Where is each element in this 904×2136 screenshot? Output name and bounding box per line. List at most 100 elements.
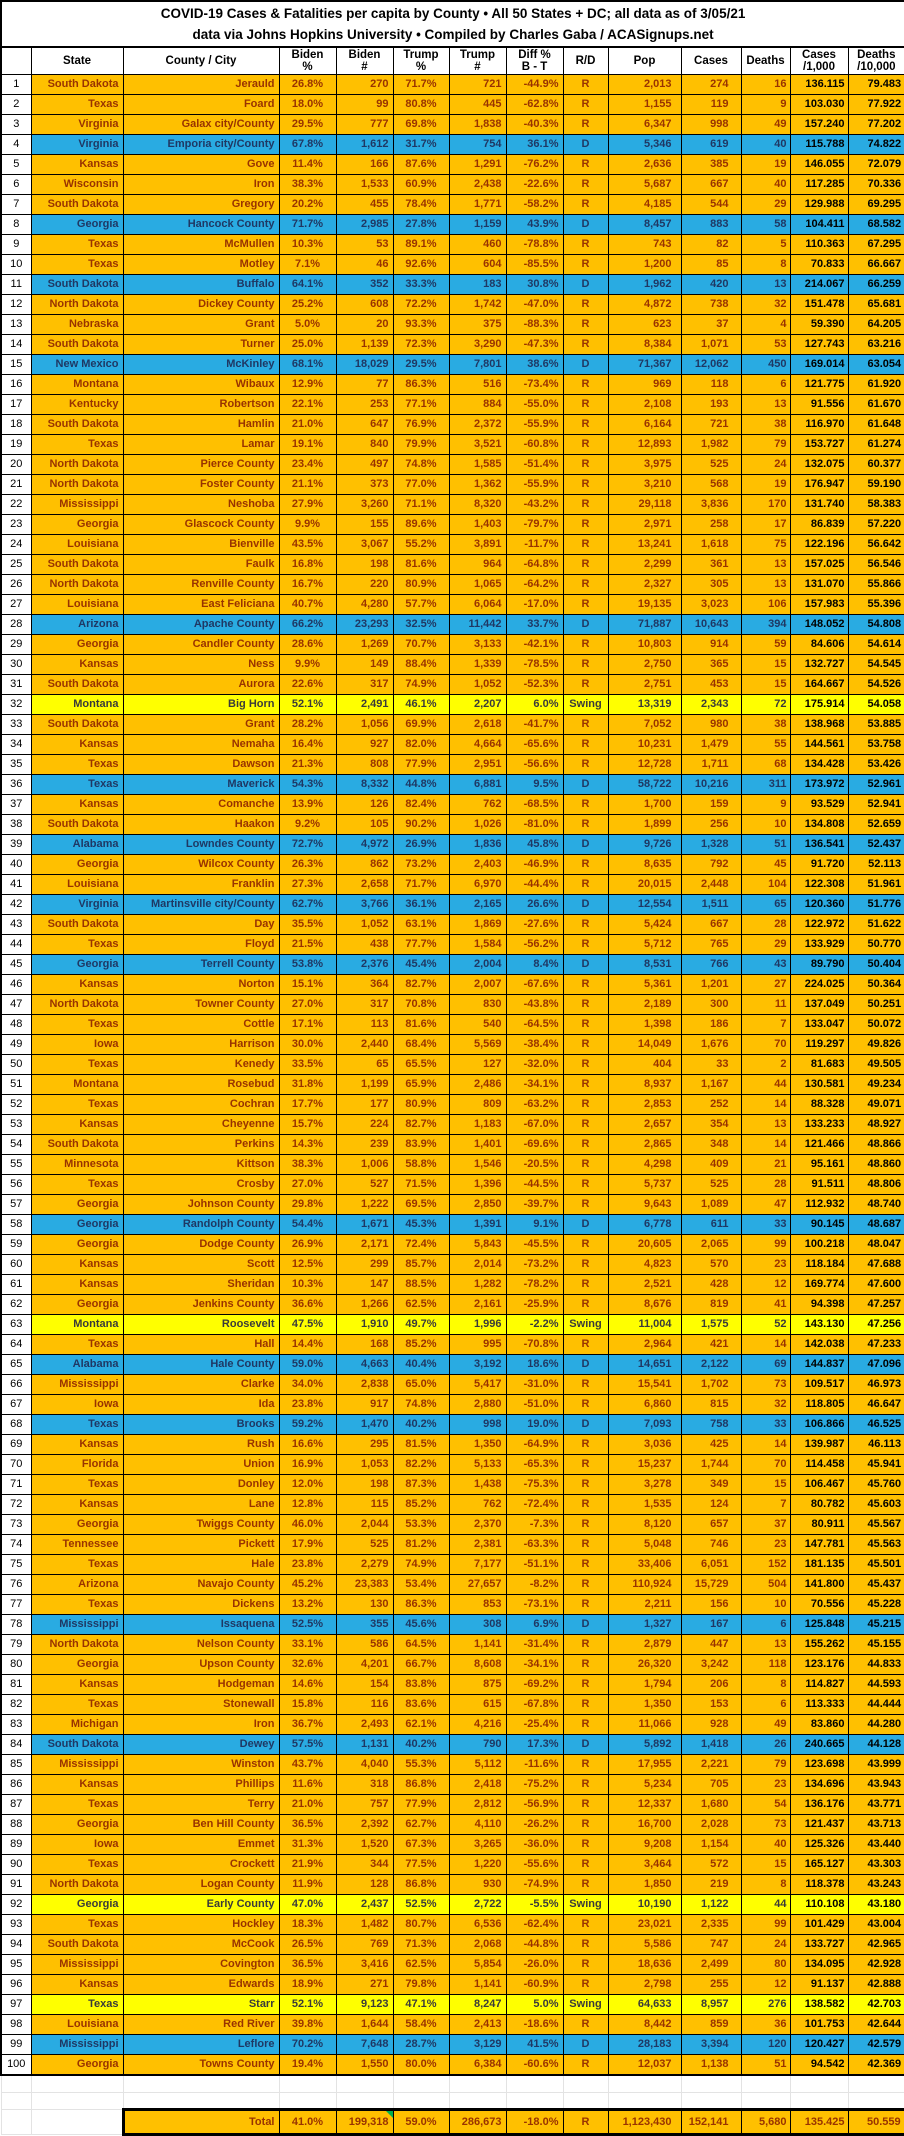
state: Texas	[30, 1094, 124, 1115]
biden-pct: 34.0%	[278, 1374, 337, 1395]
party: R	[562, 174, 609, 195]
rank: 10	[0, 254, 32, 275]
table-row: 100 Georgia Towns County 19.4% 1,550 80.0% 6,3…	[0, 2054, 904, 2076]
population: 8,120	[607, 1514, 682, 1535]
diff-pct: -64.5%	[505, 1014, 564, 1035]
party: R	[562, 454, 609, 475]
diff-pct: -64.8%	[505, 554, 564, 575]
party: R	[562, 974, 609, 995]
cases-per-1000: 112.932	[789, 1194, 849, 1215]
trump-count: 2,004	[448, 954, 507, 975]
biden-count: 198	[335, 554, 394, 575]
trump-pct: 74.8%	[392, 1394, 450, 1415]
cases-per-1000: 142.038	[789, 1334, 849, 1355]
diff-pct: 38.6%	[505, 354, 564, 375]
party: D	[562, 614, 609, 635]
trump-pct: 82.2%	[392, 1454, 450, 1475]
county-city: Hancock County	[122, 214, 280, 235]
biden-pct: 17.7%	[278, 1094, 337, 1115]
rank: 78	[0, 1614, 32, 1635]
population: 2,636	[607, 154, 682, 175]
state: Minnesota	[30, 1154, 124, 1175]
biden-pct: 12.8%	[278, 1494, 337, 1515]
table-row: 30 Kansas Ness 9.9% 149 88.4% 1,339 -78.5% R 2,75…	[0, 654, 904, 675]
deaths: 8	[740, 1874, 791, 1895]
diff-pct: -56.9%	[505, 1794, 564, 1815]
table-row: 14 South Dakota Turner 25.0% 1,139 72.3% 3,290…	[0, 334, 904, 355]
state: Texas	[30, 774, 124, 795]
cases: 85	[680, 254, 742, 275]
diff-pct: -72.4%	[505, 1494, 564, 1515]
deaths: 118	[740, 1654, 791, 1675]
population: 10,803	[607, 634, 682, 655]
deaths: 79	[740, 434, 791, 455]
trump-pct: 81.2%	[392, 1534, 450, 1555]
biden-pct: 16.4%	[278, 734, 337, 755]
party: R	[562, 714, 609, 735]
biden-pct: 26.3%	[278, 854, 337, 875]
trump-pct: 55.2%	[392, 534, 450, 555]
table-row: 76 Arizona Navajo County 45.2% 23,383 53.4% 27…	[0, 1574, 904, 1595]
deaths: 450	[740, 354, 791, 375]
party: D	[562, 1614, 609, 1635]
column-header-biden-pct: Biden%	[278, 46, 337, 75]
cases: 667	[680, 914, 742, 935]
deaths: 29	[740, 194, 791, 215]
trump-count: 3,521	[448, 434, 507, 455]
deaths-per-10000: 61.670	[847, 394, 904, 415]
diff-pct: -43.2%	[505, 494, 564, 515]
deaths-per-10000: 50.770	[847, 934, 904, 955]
state: Kansas	[30, 974, 124, 995]
table-row: 27 Louisiana East Feliciana 40.7% 4,280 57.7%…	[0, 594, 904, 615]
table-row: 3 Virginia Galax city/County 29.5% 777 69.8% 1…	[0, 114, 904, 135]
cases-per-1000: 95.161	[789, 1154, 849, 1175]
biden-pct: 23.8%	[278, 1394, 337, 1415]
cases: 159	[680, 794, 742, 815]
population: 7,093	[607, 1414, 682, 1435]
biden-count: 149	[335, 654, 394, 675]
county-city: Comanche	[122, 794, 280, 815]
party: Swing	[562, 1314, 609, 1335]
trump-count: 2,880	[448, 1394, 507, 1415]
deaths: 49	[740, 114, 791, 135]
spacer-row	[0, 2074, 904, 2093]
diff-pct: -51.1%	[505, 1554, 564, 1575]
column-header-party: R/D	[562, 46, 609, 75]
table-row: 46 Kansas Norton 15.1% 364 82.7% 2,007 -67.6% R 5…	[0, 974, 904, 995]
party: R	[562, 814, 609, 835]
biden-count: 1,199	[335, 1074, 394, 1095]
deaths-per-10000: 47.233	[847, 1334, 904, 1355]
rank: 34	[0, 734, 32, 755]
rank: 20	[0, 454, 32, 475]
cases: 1,418	[680, 1734, 742, 1755]
cases-per-1000: 93.529	[789, 794, 849, 815]
biden-count: 777	[335, 114, 394, 135]
table-body: 1 South Dakota Jerauld 26.8% 270 71.7% 721 -44.…	[0, 74, 904, 2136]
county-city: Navajo County	[122, 1574, 280, 1595]
state: Virginia	[30, 134, 124, 155]
cases: 1,328	[680, 834, 742, 855]
biden-pct: 29.8%	[278, 1194, 337, 1215]
trump-count: 8,320	[448, 494, 507, 515]
diff-pct: -11.6%	[505, 1754, 564, 1775]
biden-count: 1,533	[335, 174, 394, 195]
trump-pct: 77.5%	[392, 1854, 450, 1875]
cases: 186	[680, 1014, 742, 1035]
party: R	[562, 654, 609, 675]
rank: 8	[0, 214, 32, 235]
county-city: Covington	[122, 1954, 280, 1975]
party: R	[562, 1954, 609, 1975]
trump-count: 1,396	[448, 1174, 507, 1195]
county-city: Jenkins County	[122, 1294, 280, 1315]
deaths-per-10000: 74.822	[847, 134, 904, 155]
biden-pct: 21.0%	[278, 414, 337, 435]
deaths: 14	[740, 1334, 791, 1355]
state: Kansas	[30, 794, 124, 815]
population: 2,299	[607, 554, 682, 575]
trump-pct: 40.2%	[392, 1414, 450, 1435]
population: 58,722	[607, 774, 682, 795]
population: 8,442	[607, 2014, 682, 2035]
biden-pct: 36.5%	[278, 1814, 337, 1835]
cases: 206	[680, 1674, 742, 1695]
biden-pct: 68.1%	[278, 354, 337, 375]
